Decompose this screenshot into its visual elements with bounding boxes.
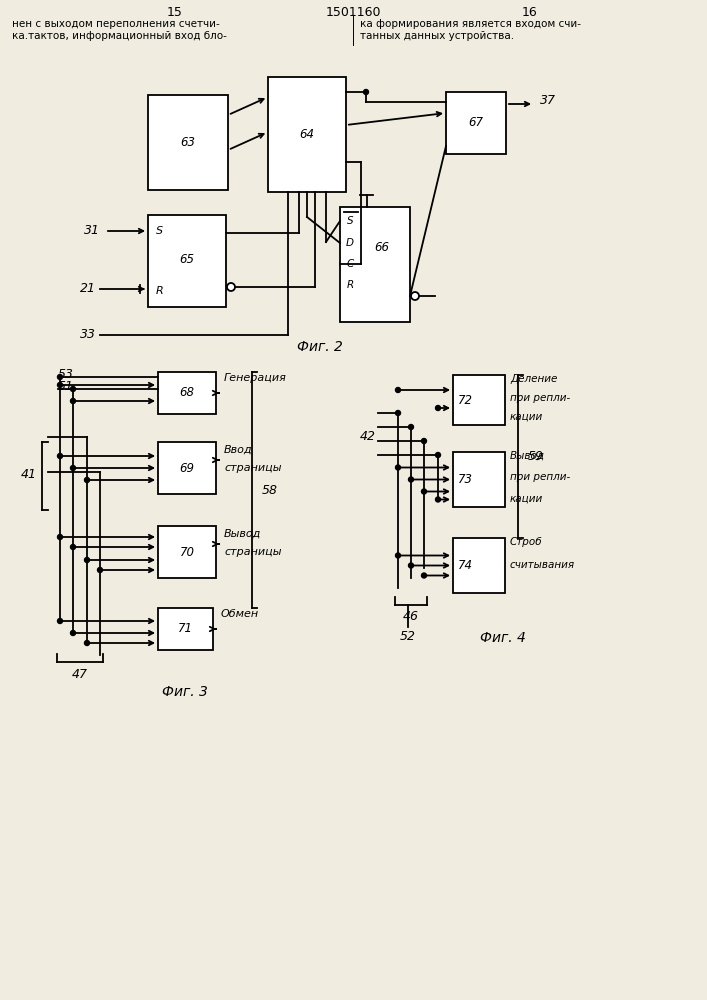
Circle shape <box>395 387 400 392</box>
Text: нен с выходом переполнения счетчи-: нен с выходом переполнения счетчи- <box>12 19 220 29</box>
Bar <box>446 92 506 154</box>
Text: 67: 67 <box>469 116 484 129</box>
Text: 73: 73 <box>457 473 472 486</box>
Circle shape <box>363 90 368 95</box>
Text: D: D <box>346 238 354 248</box>
Circle shape <box>85 641 90 646</box>
Text: 65: 65 <box>180 253 194 266</box>
Circle shape <box>71 466 76 471</box>
Text: 52: 52 <box>400 631 416 644</box>
Circle shape <box>409 424 414 430</box>
Circle shape <box>71 544 76 550</box>
Text: танных данных устройства.: танных данных устройства. <box>360 31 514 41</box>
Text: 66: 66 <box>375 241 390 254</box>
Circle shape <box>57 374 62 379</box>
Bar <box>453 538 505 593</box>
Text: 69: 69 <box>180 462 194 475</box>
Text: считывания: считывания <box>510 560 575 570</box>
Text: при репли-: при репли- <box>510 393 571 403</box>
Circle shape <box>436 406 440 410</box>
Circle shape <box>436 452 440 458</box>
Circle shape <box>436 497 440 502</box>
Circle shape <box>71 386 76 391</box>
Text: R: R <box>346 280 354 290</box>
Text: C: C <box>346 259 354 269</box>
Bar <box>158 608 213 650</box>
Text: кации: кации <box>510 494 543 504</box>
Circle shape <box>421 489 426 494</box>
Circle shape <box>85 478 90 483</box>
Text: Вывод: Вывод <box>510 451 545 461</box>
Bar <box>148 215 226 307</box>
Text: Деление: Деление <box>510 374 557 384</box>
Circle shape <box>395 465 400 470</box>
Text: 51: 51 <box>58 379 74 392</box>
Circle shape <box>98 568 103 572</box>
Text: 71: 71 <box>178 622 193 636</box>
Text: 21: 21 <box>80 282 96 296</box>
Text: Генерация: Генерация <box>224 373 287 383</box>
Text: S: S <box>346 216 354 226</box>
Circle shape <box>395 553 400 558</box>
Text: Обмен: Обмен <box>221 609 259 619</box>
Text: 31: 31 <box>84 225 100 237</box>
Text: 37: 37 <box>540 94 556 106</box>
Bar <box>148 95 228 190</box>
Text: Вывод: Вывод <box>224 529 262 539</box>
Circle shape <box>395 410 400 416</box>
Bar <box>158 526 216 578</box>
Circle shape <box>421 438 426 444</box>
Text: 68: 68 <box>180 386 194 399</box>
Circle shape <box>421 573 426 578</box>
Text: Строб: Строб <box>510 537 543 547</box>
Circle shape <box>411 292 419 300</box>
Bar <box>453 452 505 507</box>
Circle shape <box>57 618 62 624</box>
Text: 16: 16 <box>522 6 538 19</box>
Text: 53: 53 <box>58 367 74 380</box>
Circle shape <box>409 563 414 568</box>
Text: 63: 63 <box>180 136 196 149</box>
Text: Ввод: Ввод <box>224 445 252 455</box>
Bar <box>453 375 505 425</box>
Circle shape <box>57 454 62 458</box>
Circle shape <box>57 534 62 540</box>
Text: S: S <box>156 226 163 236</box>
Text: страницы: страницы <box>224 547 281 557</box>
Text: ка формирования является входом счи-: ка формирования является входом счи- <box>360 19 581 29</box>
Text: 64: 64 <box>300 128 315 141</box>
Text: кации: кации <box>510 412 543 422</box>
Circle shape <box>71 398 76 403</box>
Text: R: R <box>156 286 164 296</box>
Text: Фиг. 4: Фиг. 4 <box>480 631 526 645</box>
Bar <box>268 77 346 192</box>
Circle shape <box>409 477 414 482</box>
Text: 47: 47 <box>72 668 88 680</box>
Text: 41: 41 <box>21 468 37 481</box>
Text: 72: 72 <box>457 393 472 406</box>
Text: при репли-: при репли- <box>510 473 571 483</box>
Text: 15: 15 <box>167 6 183 19</box>
Text: 58: 58 <box>262 484 278 496</box>
Text: 74: 74 <box>457 559 472 572</box>
Text: 33: 33 <box>80 328 96 342</box>
Circle shape <box>227 283 235 291</box>
Bar <box>158 372 216 414</box>
Text: 1501160: 1501160 <box>325 6 381 19</box>
Text: 46: 46 <box>403 610 419 624</box>
Text: ка.тактов, информационный вход бло-: ка.тактов, информационный вход бло- <box>12 31 227 41</box>
Text: 70: 70 <box>180 546 194 558</box>
Text: 59: 59 <box>528 450 544 463</box>
Text: страницы: страницы <box>224 463 281 473</box>
Text: Фиг. 3: Фиг. 3 <box>162 685 208 699</box>
Text: Фиг. 2: Фиг. 2 <box>297 340 343 354</box>
Bar <box>340 207 410 322</box>
Circle shape <box>57 382 62 387</box>
Bar <box>158 442 216 494</box>
Circle shape <box>85 558 90 562</box>
Text: 42: 42 <box>360 430 376 444</box>
Circle shape <box>71 631 76 636</box>
